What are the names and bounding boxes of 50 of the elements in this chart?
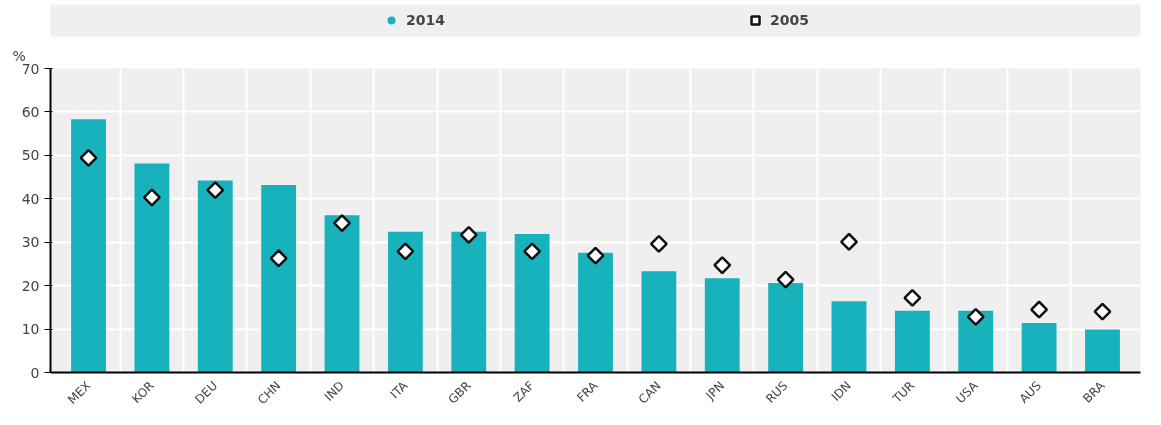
bar: [324, 215, 360, 373]
point: [776, 270, 795, 289]
point: [459, 225, 478, 244]
x-tick-label: BRA: [1080, 377, 1108, 406]
legend-label: 2005: [770, 12, 809, 28]
y-tick-label: 20: [21, 277, 40, 294]
bar: [451, 231, 487, 373]
y-tick-label: 50: [21, 147, 40, 164]
point: [269, 249, 288, 268]
bar: [578, 252, 613, 373]
y-tick-label: 60: [21, 103, 40, 120]
point: [332, 214, 352, 233]
x-tick-label: IND: [321, 378, 347, 404]
bar: [71, 119, 106, 373]
point: [586, 246, 605, 265]
bar: [831, 301, 867, 373]
x-tick-label: IDN: [828, 378, 854, 404]
bar: [134, 163, 170, 373]
bar: [894, 310, 930, 373]
y-tick-label: 0: [30, 364, 40, 381]
x-tick-label: USA: [953, 377, 982, 406]
bar: [387, 231, 423, 373]
bar: [641, 271, 677, 373]
point: [79, 148, 98, 167]
bar: [514, 233, 550, 373]
x-tick-label: TUR: [889, 378, 918, 407]
point: [966, 307, 985, 326]
x-tick-label: ITA: [387, 377, 411, 402]
bar: [1021, 322, 1057, 373]
bar: [1085, 329, 1120, 373]
bar: [768, 283, 804, 373]
point: [1030, 300, 1049, 319]
y-tick-label: 40: [21, 190, 40, 207]
point: [903, 288, 922, 307]
bar: [958, 310, 994, 373]
point: [206, 181, 225, 200]
point: [523, 242, 542, 261]
legend-label: 2014: [406, 12, 445, 28]
point: [1093, 302, 1112, 321]
y-tick-label: 10: [21, 321, 40, 338]
point: [649, 234, 668, 253]
x-tick-label: FRA: [574, 377, 602, 405]
point: [396, 242, 415, 261]
point: [142, 188, 161, 207]
bar: [704, 278, 740, 373]
point: [713, 256, 732, 275]
bar: [197, 180, 233, 373]
y-tick-label: 30: [21, 234, 40, 251]
point: [839, 232, 859, 251]
bar: [261, 184, 297, 373]
